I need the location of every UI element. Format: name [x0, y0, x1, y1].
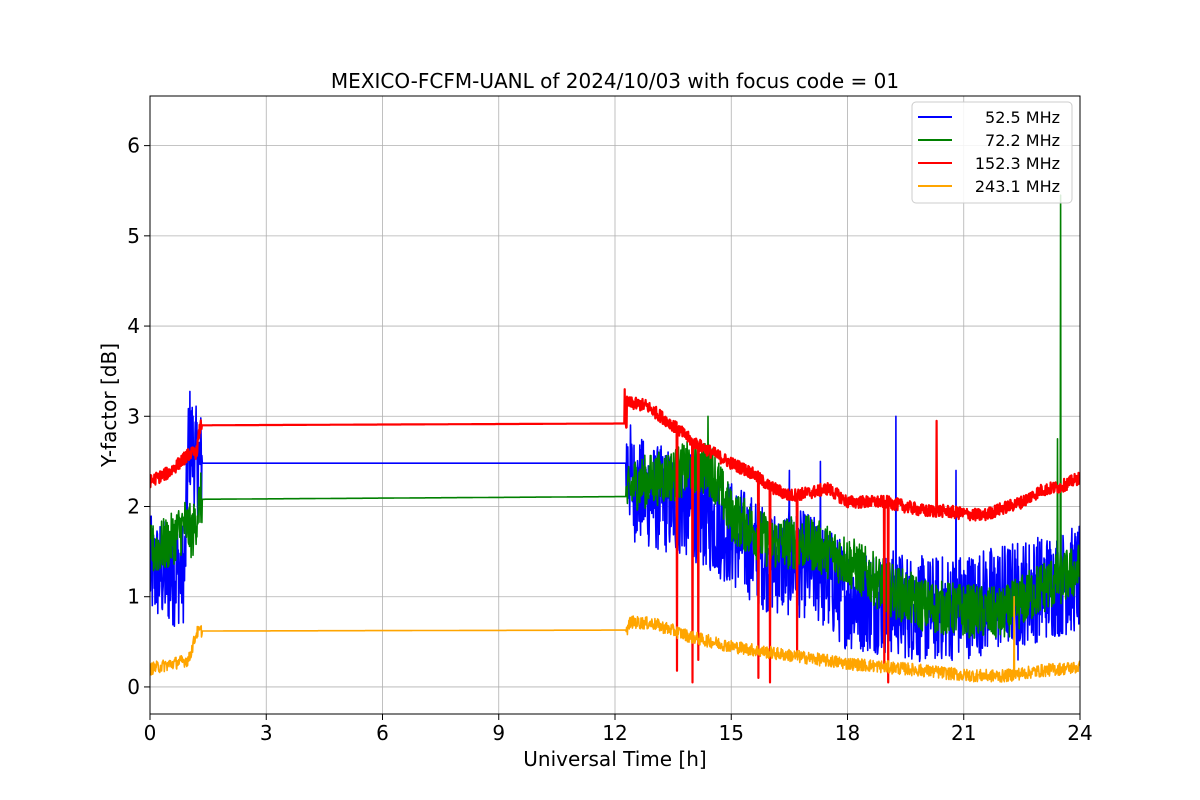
x-tick-label: 0	[144, 721, 157, 745]
y-tick-label: 1	[127, 585, 140, 609]
series-line	[150, 595, 1080, 683]
series-group	[150, 194, 1080, 684]
legend-label: 72.2 MHz	[980, 131, 1060, 150]
x-tick-label: 24	[1067, 721, 1092, 745]
x-tick-label: 21	[951, 721, 976, 745]
x-tick-label: 6	[376, 721, 389, 745]
legend: 52.5 MHz 72.2 MHz 152.3 MHz 243.1 MHz	[911, 101, 1073, 204]
series-line	[150, 388, 1080, 684]
x-tick-label: 3	[260, 721, 273, 745]
chart-title: MEXICO-FCFM-UANL of 2024/10/03 with focu…	[331, 69, 899, 93]
x-tick-label: 12	[602, 721, 627, 745]
x-tick-label: 9	[492, 721, 505, 745]
legend-label: 243.1 MHz	[970, 177, 1060, 196]
y-tick-label: 3	[127, 404, 140, 428]
series-line	[150, 390, 1080, 663]
x-tick-label: 18	[835, 721, 860, 745]
x-tick-label: 15	[719, 721, 744, 745]
legend-label: 52.5 MHz	[980, 108, 1060, 127]
y-tick-label: 5	[127, 224, 140, 248]
y-tick-label: 0	[127, 675, 140, 699]
legend-box	[911, 101, 1073, 204]
y-tick-label: 6	[127, 134, 140, 158]
x-axis-label: Universal Time [h]	[523, 747, 706, 771]
legend-label: 152.3 MHz	[970, 154, 1060, 173]
y-axis-label: Y-factor [dB]	[97, 343, 121, 468]
x-axis: 0 3 6 9 12 15 18 21 24	[144, 714, 1093, 745]
y-tick-label: 2	[127, 494, 140, 518]
y-axis: 0 1 2 3 4 5 6	[127, 134, 150, 699]
y-tick-label: 4	[127, 314, 140, 338]
series-line	[150, 194, 1080, 639]
